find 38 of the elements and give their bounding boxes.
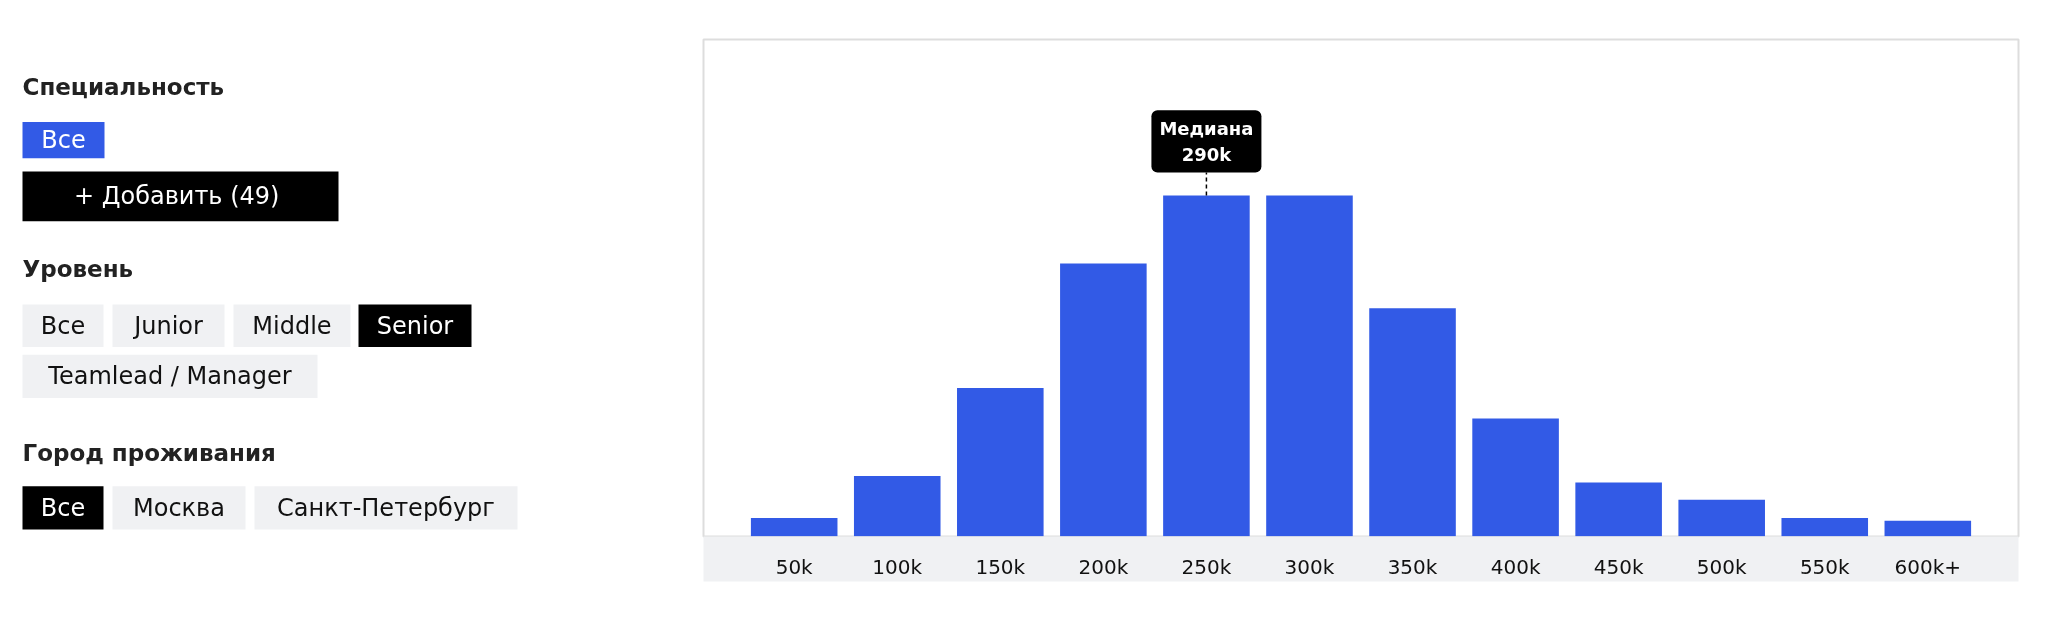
text: Москва [133,493,225,522]
bar [1781,518,1869,537]
text: Все [40,493,86,522]
bar [1575,482,1662,537]
text: Все [40,311,86,340]
text: Санкт-Петербург [277,493,495,522]
x-tick-label: 350k [1387,554,1438,579]
x-tick-label: 500k [1696,554,1747,579]
x-tick-label: 400k [1490,554,1541,579]
text: Senior [376,311,454,340]
bar [853,476,941,537]
text: Middle [252,311,332,340]
bar [1472,418,1559,537]
bar [957,388,1044,537]
x-tick-label: 250k [1181,554,1232,579]
x-tick-label: 300k [1284,554,1335,579]
text: + Добавить (49) [73,182,280,211]
x-tick-label: 200k [1078,554,1129,579]
bar [1369,308,1456,537]
text: Город проживания [22,440,276,467]
bar [750,518,838,537]
bar [1678,499,1765,537]
x-tick-label: 450k [1593,554,1644,579]
text: Teamlead / Manager [47,362,292,391]
x-tick-label: 600k+ [1894,554,1962,579]
x-tick-label: 550k [1799,554,1851,579]
bar [1884,520,1972,537]
bar [1163,195,1250,537]
x-tick-label: 100k [872,554,923,579]
bar [1060,263,1147,537]
text: Junior [132,311,203,340]
x-tick-label: 150k [975,554,1026,579]
text: Все [41,126,86,155]
bar [1266,195,1353,537]
x-tick-label: 50k [775,554,814,579]
annotation: Медиана 290k [1159,118,1254,165]
text: Уровень [22,256,134,283]
text: Специальность [22,73,225,100]
